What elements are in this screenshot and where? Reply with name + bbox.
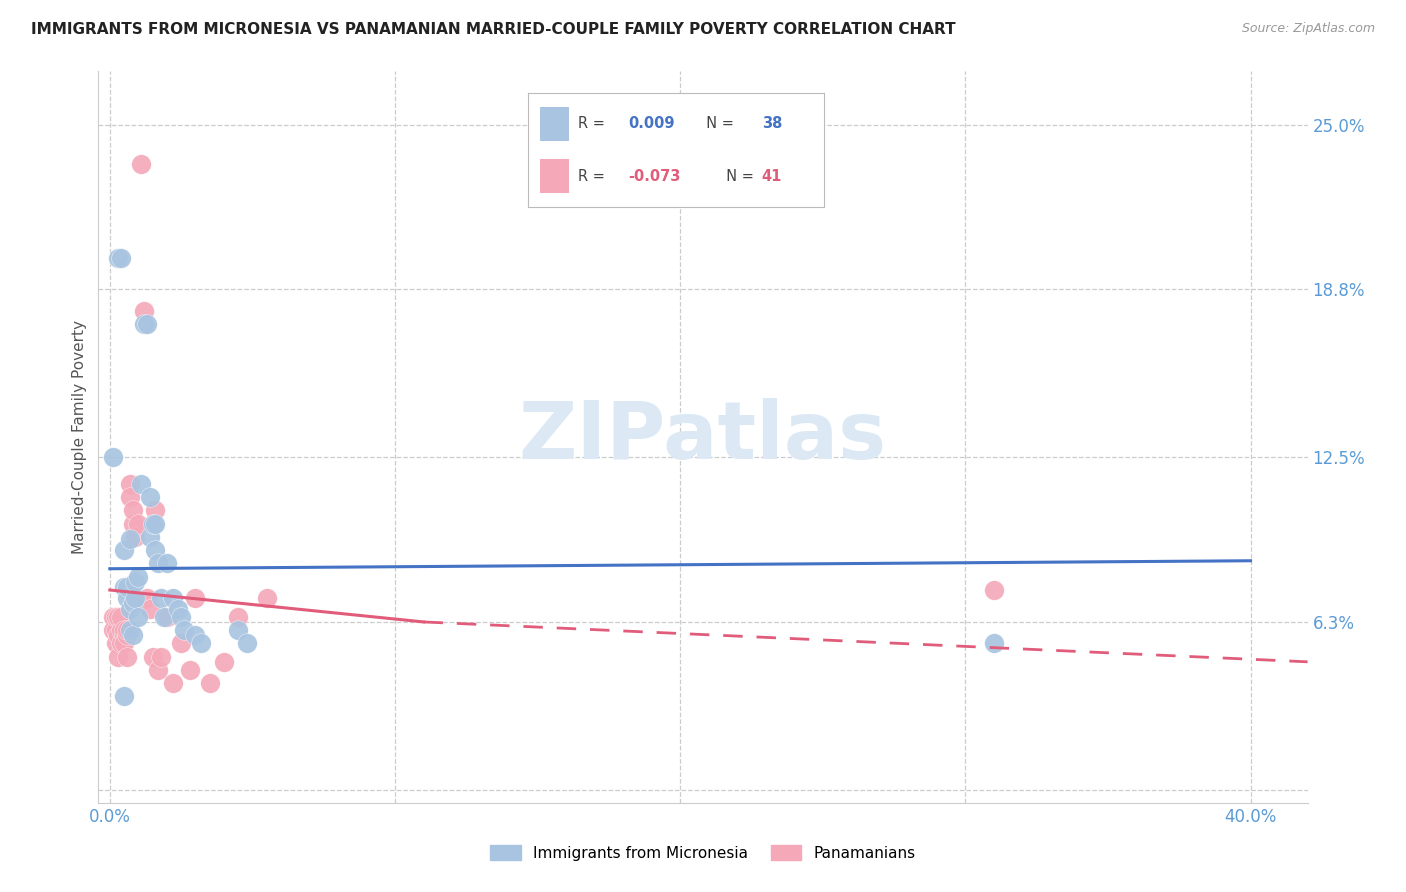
Point <box>112 690 135 704</box>
Point <box>104 636 127 650</box>
Legend: Immigrants from Micronesia, Panamanians: Immigrants from Micronesia, Panamanians <box>482 837 924 868</box>
Point <box>162 591 184 605</box>
Point <box>150 591 173 605</box>
Point <box>135 317 157 331</box>
Point <box>101 623 124 637</box>
Point <box>115 580 138 594</box>
Point <box>107 628 129 642</box>
Point <box>115 591 138 605</box>
Point <box>148 557 170 571</box>
Point <box>115 649 138 664</box>
Point <box>190 636 212 650</box>
Point <box>115 623 138 637</box>
Point <box>135 591 157 605</box>
Point <box>983 636 1005 650</box>
Point <box>121 503 143 517</box>
Point <box>112 628 135 642</box>
Point <box>104 609 127 624</box>
Point <box>121 596 143 610</box>
Point <box>226 609 249 624</box>
Point <box>983 582 1005 597</box>
Point <box>127 516 149 531</box>
Point <box>104 623 127 637</box>
Point <box>112 623 135 637</box>
Point <box>226 623 249 637</box>
Point <box>101 450 124 464</box>
Point <box>156 609 179 624</box>
Point <box>198 676 221 690</box>
Point <box>115 628 138 642</box>
Point <box>124 530 146 544</box>
Point <box>127 570 149 584</box>
Point <box>107 251 129 265</box>
Point <box>142 516 165 531</box>
Point <box>129 157 152 171</box>
Point <box>121 516 143 531</box>
Point <box>235 636 257 650</box>
Point <box>150 649 173 664</box>
Point <box>132 303 155 318</box>
Y-axis label: Married-Couple Family Poverty: Married-Couple Family Poverty <box>72 320 87 554</box>
Point <box>256 591 278 605</box>
Point <box>107 649 129 664</box>
Point <box>142 649 165 664</box>
Point <box>170 636 193 650</box>
Point <box>184 628 207 642</box>
Point <box>212 655 235 669</box>
Point <box>167 601 190 615</box>
Point <box>127 609 149 624</box>
Point <box>184 591 207 605</box>
Point <box>179 663 201 677</box>
Point <box>110 623 132 637</box>
Point <box>148 663 170 677</box>
Text: ZIPatlas: ZIPatlas <box>519 398 887 476</box>
Point <box>139 601 162 615</box>
Point <box>107 609 129 624</box>
Point <box>118 601 141 615</box>
Point <box>156 557 179 571</box>
Point <box>101 609 124 624</box>
Point <box>118 623 141 637</box>
Point <box>124 575 146 590</box>
Point <box>132 317 155 331</box>
Point <box>145 503 167 517</box>
Point <box>124 591 146 605</box>
Point <box>110 609 132 624</box>
Point <box>118 476 141 491</box>
Point <box>139 530 162 544</box>
Point <box>173 623 195 637</box>
Point <box>110 636 132 650</box>
Point <box>170 609 193 624</box>
Point <box>153 609 176 624</box>
Point <box>139 490 162 504</box>
Point <box>110 251 132 265</box>
Point <box>112 543 135 558</box>
Point <box>118 533 141 547</box>
Point <box>162 676 184 690</box>
Text: IMMIGRANTS FROM MICRONESIA VS PANAMANIAN MARRIED-COUPLE FAMILY POVERTY CORRELATI: IMMIGRANTS FROM MICRONESIA VS PANAMANIAN… <box>31 22 956 37</box>
Point <box>112 580 135 594</box>
Point <box>145 516 167 531</box>
Point <box>112 636 135 650</box>
Point <box>129 476 152 491</box>
Point <box>121 628 143 642</box>
Text: Source: ZipAtlas.com: Source: ZipAtlas.com <box>1241 22 1375 36</box>
Point <box>118 490 141 504</box>
Point <box>145 543 167 558</box>
